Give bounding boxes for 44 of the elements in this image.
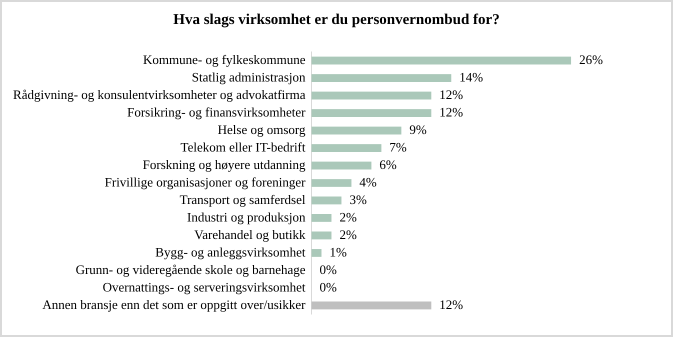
data-label: 4%	[359, 174, 377, 190]
y-tick-label: Forskning og høyere utdanning	[142, 156, 306, 172]
data-label: 14%	[459, 69, 484, 84]
bar	[312, 56, 572, 64]
y-tick-label: Frivillige organisasjoner og foreninger	[104, 174, 306, 190]
bar	[312, 74, 452, 82]
bar	[312, 144, 382, 152]
y-tick-label: Industri og produksjon	[187, 209, 306, 224]
data-label: 9%	[409, 122, 427, 137]
bar	[312, 302, 432, 310]
y-tick-label: Helse og omsorg	[218, 122, 306, 137]
data-label: 1%	[329, 244, 347, 260]
data-label: 0%	[320, 279, 337, 294]
data-label: 7%	[389, 139, 407, 154]
bar	[312, 179, 352, 187]
y-tick-label: Varehandel og butikk	[194, 226, 306, 242]
data-label: 26%	[579, 52, 604, 67]
bar	[312, 196, 342, 204]
y-tick-label: Telekom eller IT-bedrift	[180, 139, 306, 154]
y-tick-label: Grunn- og videregående skole og barnehage	[76, 262, 306, 277]
y-tick-label: Forsikring- og finansvirksomheter	[127, 104, 306, 120]
data-label: 3%	[349, 192, 367, 207]
data-label: 6%	[379, 156, 397, 172]
data-label: 2%	[339, 226, 357, 242]
data-label: 2%	[339, 209, 357, 224]
bar	[312, 249, 322, 257]
bar	[312, 126, 402, 134]
bar	[312, 162, 372, 170]
y-tick-label: Rådgivning- og konsulentvirksomheter og advokatfirma	[13, 86, 306, 102]
chart-title: Hva slags virksomhet er du personvernombud for?	[172, 12, 501, 29]
data-label: 12%	[439, 296, 464, 312]
bar	[312, 92, 432, 100]
y-tick-label: Kommune- og fylkeskommune	[143, 52, 306, 67]
bar	[312, 232, 332, 240]
data-label: 0%	[320, 262, 337, 277]
y-tick-label: Transport og samferdsel	[180, 192, 306, 207]
bar	[312, 214, 332, 222]
data-label: 12%	[439, 86, 464, 102]
bar	[312, 109, 432, 117]
data-label: 12%	[439, 104, 464, 120]
y-tick-label: Annen bransje enn det som er oppgitt over/usikker	[42, 296, 306, 312]
y-tick-label: Overnattings- og serveringsvirksomhet	[102, 279, 306, 294]
y-tick-label: Statlig administrasjon	[192, 69, 306, 84]
y-tick-label: Bygg- og anleggsvirksomhet	[155, 244, 306, 260]
